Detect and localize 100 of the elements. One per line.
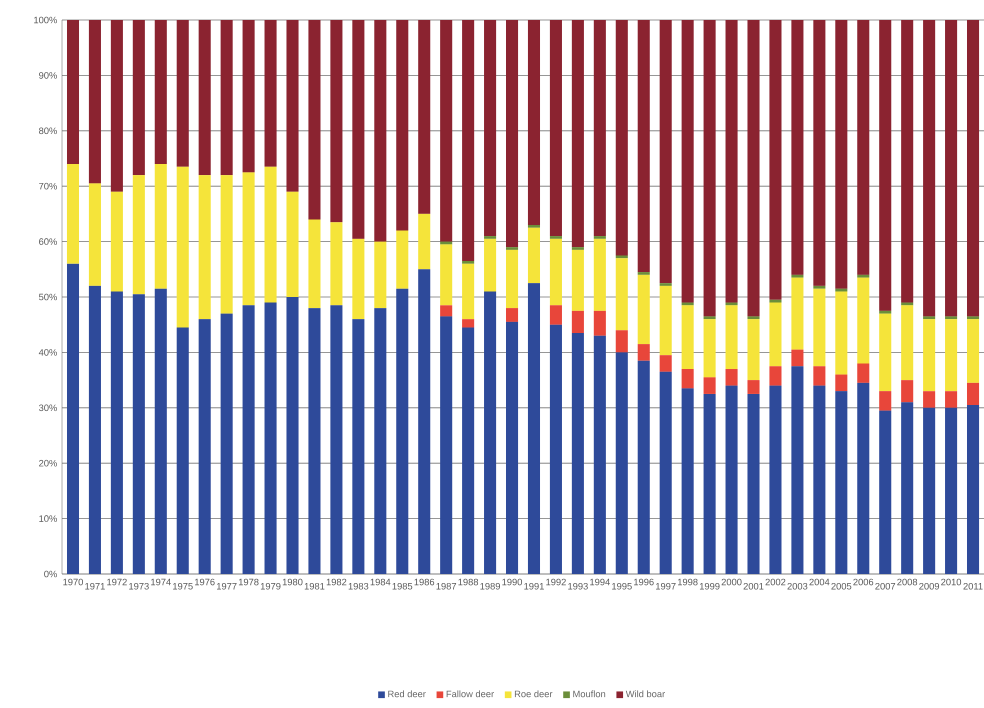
- bar: [572, 310, 584, 334]
- bar: [857, 382, 870, 574]
- bar: [440, 242, 452, 244]
- y-tick-label: 10%: [39, 515, 57, 522]
- bar: [484, 291, 496, 574]
- x-tick-label: 1975: [173, 582, 193, 590]
- x-tick-label: 1970: [63, 578, 83, 586]
- x-tick-label: 1980: [282, 578, 303, 586]
- bar: [484, 236, 496, 239]
- bar: [66, 264, 80, 574]
- bar: [440, 305, 452, 316]
- bar: [176, 166, 189, 328]
- legend-label: Wild boar: [626, 690, 665, 698]
- bar: [813, 366, 826, 386]
- bar: [484, 20, 496, 236]
- bar: [901, 305, 914, 380]
- bar: [550, 305, 562, 325]
- bar: [440, 316, 452, 574]
- bar: [66, 164, 80, 264]
- y-tick-label: 80%: [39, 128, 57, 134]
- x-tick-label: 1976: [195, 578, 215, 586]
- bar: [286, 20, 299, 192]
- bar: [945, 20, 958, 316]
- x-tick-label: 1971: [85, 582, 105, 590]
- x-tick-label: 2009: [919, 582, 940, 590]
- bar: [638, 274, 650, 344]
- bar: [966, 316, 980, 320]
- bar: [813, 286, 826, 289]
- bar: [462, 260, 474, 264]
- bar: [110, 192, 123, 292]
- bar: [550, 238, 562, 306]
- bar: [198, 175, 211, 320]
- bar: [198, 319, 211, 574]
- x-tick-label: 1982: [326, 578, 346, 586]
- bar: [638, 20, 650, 272]
- bar: [835, 291, 848, 375]
- bar: [616, 352, 628, 574]
- bar: [594, 20, 606, 236]
- bar: [242, 305, 255, 574]
- bar: [923, 391, 936, 408]
- bar: [726, 369, 738, 386]
- y-tick-label: 50%: [38, 294, 57, 300]
- x-tick-label: 1983: [348, 582, 368, 590]
- bar: [528, 20, 540, 225]
- bar: [966, 319, 980, 383]
- bar: [308, 219, 320, 308]
- bar: [462, 20, 474, 261]
- bar: [704, 20, 716, 316]
- bar: [154, 20, 167, 164]
- bar: [857, 278, 870, 364]
- bar: [308, 308, 320, 574]
- x-tick-label: 1998: [678, 578, 698, 586]
- bar: [879, 314, 892, 392]
- x-tick-label: 2000: [722, 578, 742, 586]
- x-tick-label: 1981: [304, 582, 324, 590]
- bar: [660, 20, 672, 284]
- x-tick-label: 1974: [151, 578, 171, 586]
- bar: [264, 302, 277, 574]
- bar: [110, 291, 123, 574]
- x-tick-label: 2008: [897, 578, 918, 586]
- x-tick-label: 2005: [831, 582, 852, 590]
- x-tick-label: 1996: [634, 578, 654, 586]
- bar: [132, 175, 145, 294]
- x-tick-label: 1979: [260, 582, 280, 590]
- bar: [835, 391, 848, 574]
- x-tick-label: 2001: [744, 582, 764, 590]
- bar: [660, 372, 672, 574]
- bar: [176, 20, 189, 167]
- x-tick-label: 1988: [458, 578, 478, 586]
- bar: [638, 344, 650, 361]
- bar: [726, 386, 738, 574]
- bar: [286, 297, 299, 574]
- bar: [966, 20, 980, 316]
- bar: [396, 288, 408, 574]
- bar: [835, 288, 848, 292]
- bar: [220, 20, 233, 176]
- bar: [506, 20, 518, 248]
- x-tick-label: 1989: [480, 582, 500, 590]
- y-tick-label: 70%: [39, 182, 57, 190]
- legend-label: Roe deer: [514, 690, 552, 698]
- bar: [154, 288, 167, 574]
- bar: [769, 366, 782, 386]
- bar: [857, 363, 870, 383]
- bar: [528, 224, 540, 228]
- bar: [374, 20, 386, 242]
- bar: [242, 172, 255, 306]
- x-tick-label: 1972: [107, 578, 127, 586]
- bar: [66, 20, 80, 164]
- bar: [901, 402, 914, 574]
- bar: [901, 380, 914, 402]
- bar: [418, 214, 430, 270]
- x-tick-label: 1973: [129, 582, 149, 590]
- bar: [374, 308, 386, 574]
- bar: [704, 319, 716, 378]
- bar: [813, 20, 826, 286]
- bar: [220, 175, 233, 314]
- bar: [791, 274, 804, 278]
- x-tick-label: 1991: [524, 582, 544, 590]
- x-tick-label: 1977: [216, 582, 237, 590]
- bar: [264, 166, 277, 303]
